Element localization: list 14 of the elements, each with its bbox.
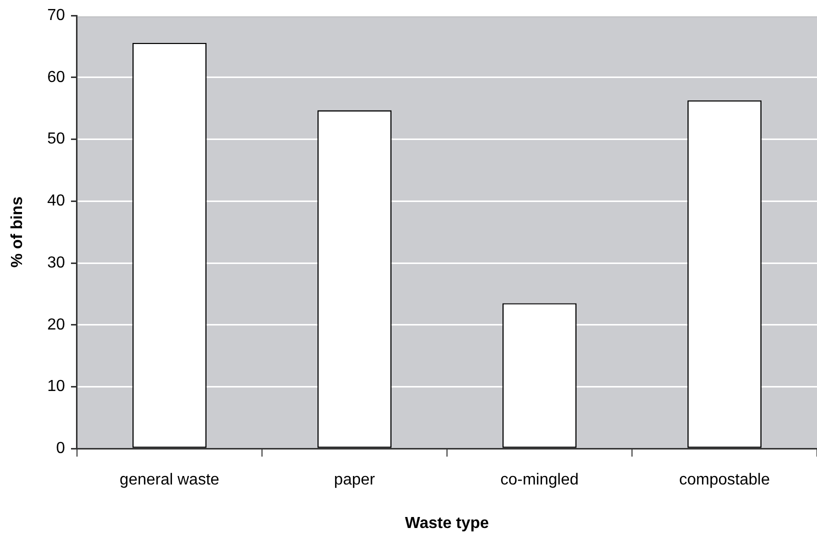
y-tick-label: 30 [47, 254, 66, 272]
x-axis-title: Waste type [405, 514, 490, 532]
y-tick-label: 20 [47, 316, 66, 334]
x-tick-label: general waste [120, 472, 220, 489]
y-axis-title: % of bins [9, 196, 26, 268]
y-tick-label: 0 [56, 440, 66, 458]
x-tick-label: compostable [679, 472, 770, 489]
y-tick-label: 40 [47, 192, 66, 210]
x-tick-label: paper [334, 472, 376, 489]
x-tick-label: co-mingled [500, 472, 579, 489]
y-tick-label: 10 [47, 378, 66, 396]
y-tick-label: 70 [47, 7, 66, 24]
y-tick-label: 50 [47, 130, 66, 148]
y-tick-label: 60 [47, 68, 66, 86]
